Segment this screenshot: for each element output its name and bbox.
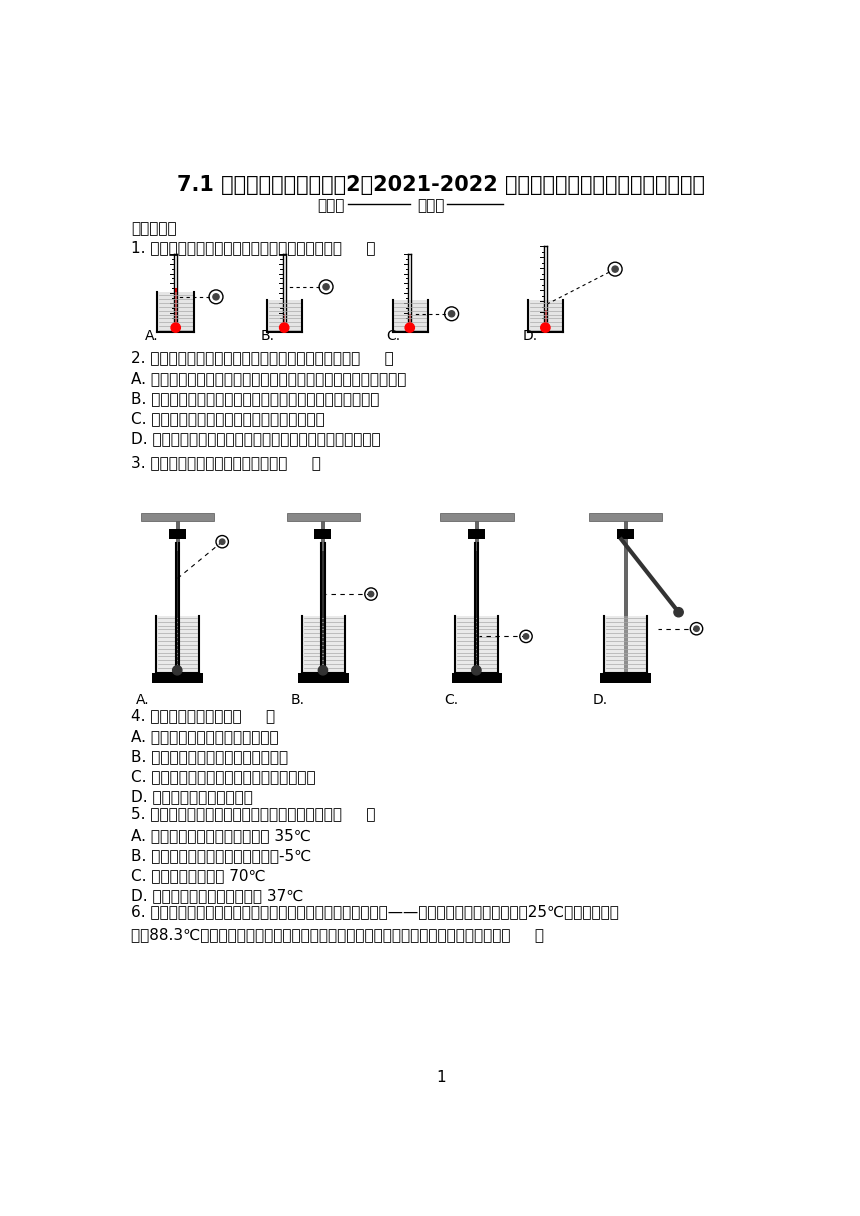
Bar bbox=[157, 615, 199, 674]
Text: B. 测量中误差的大小与测量工具无关: B. 测量中误差的大小与测量工具无关 bbox=[131, 749, 288, 765]
Circle shape bbox=[323, 283, 329, 289]
Text: A. 人体感觉舒适的环境温度约为 35℃: A. 人体感觉舒适的环境温度约为 35℃ bbox=[131, 828, 310, 843]
Circle shape bbox=[541, 323, 550, 332]
Text: 6. 我国在南极乔治岛上，建立了我国第一个南极科学考察基地——长城站。南极平均气温为－25℃，最低气温可: 6. 我国在南极乔治岛上，建立了我国第一个南极科学考察基地——长城站。南极平均气… bbox=[131, 905, 618, 919]
Text: C. 测量时，选择分度值越小的测量工具越好: C. 测量时，选择分度值越小的测量工具越好 bbox=[131, 770, 316, 784]
Bar bbox=[456, 615, 498, 674]
Bar bbox=[408, 314, 411, 323]
Text: 1: 1 bbox=[436, 1070, 445, 1085]
Bar bbox=[624, 520, 628, 674]
Text: 3. 测量液体的温度，图中正确的是（     ）: 3. 测量液体的温度，图中正确的是（ ） bbox=[131, 455, 321, 469]
Text: C. 洗澡时淋浴水温为 70℃: C. 洗澡时淋浴水温为 70℃ bbox=[131, 868, 266, 883]
Bar bbox=[267, 300, 302, 332]
Bar bbox=[286, 513, 360, 520]
Text: 1. 以下关于用温度计测量水的温度方法正确的是（     ）: 1. 以下关于用温度计测量水的温度方法正确的是（ ） bbox=[131, 240, 375, 255]
Bar bbox=[452, 674, 502, 682]
Text: C.: C. bbox=[444, 693, 458, 706]
Circle shape bbox=[449, 311, 455, 317]
Circle shape bbox=[405, 323, 415, 332]
Text: 5. 以下是小明估计的常见温度值，其中合理的是（     ）: 5. 以下是小明估计的常见温度值，其中合理的是（ ） bbox=[131, 806, 375, 822]
Bar bbox=[589, 513, 662, 520]
Bar bbox=[298, 674, 348, 682]
Bar bbox=[175, 551, 179, 665]
Bar bbox=[322, 551, 324, 665]
Bar bbox=[315, 529, 331, 540]
Circle shape bbox=[213, 294, 219, 300]
Text: 班级：: 班级： bbox=[417, 198, 445, 213]
Circle shape bbox=[368, 591, 374, 597]
Text: 4. 下列说法中正确的是（     ）: 4. 下列说法中正确的是（ ） bbox=[131, 708, 275, 724]
Circle shape bbox=[612, 266, 618, 272]
Circle shape bbox=[173, 665, 182, 675]
Bar bbox=[322, 520, 325, 674]
Text: 2. 下列关于测量工具的使用方法，下列说法错误的是（     ）: 2. 下列关于测量工具的使用方法，下列说法错误的是（ ） bbox=[131, 350, 394, 365]
Text: 达－88.3℃。下表为在标准大气压下各物质的凝固点和沸点，所以在南极测气温应使用（     ）: 达－88.3℃。下表为在标准大气压下各物质的凝固点和沸点，所以在南极测气温应使用… bbox=[131, 928, 544, 942]
Circle shape bbox=[219, 539, 225, 545]
Bar bbox=[605, 615, 647, 674]
Bar bbox=[157, 292, 194, 332]
Circle shape bbox=[523, 634, 529, 640]
Text: B. 用温度计测量液体温度时，玻璃泡要全部没入待测液体中: B. 用温度计测量液体温度时，玻璃泡要全部没入待测液体中 bbox=[131, 392, 379, 406]
Text: A. 不可以用体温计测量沸水的温度: A. 不可以用体温计测量沸水的温度 bbox=[131, 730, 279, 744]
Bar bbox=[393, 300, 427, 332]
Bar bbox=[544, 310, 547, 323]
Text: B. 冰箱保鲜室中矿泉水的温度约为-5℃: B. 冰箱保鲜室中矿泉水的温度约为-5℃ bbox=[131, 849, 311, 863]
Bar bbox=[475, 551, 478, 665]
Text: C. 使用刻度尺测量长度时，必须从零刻线量起: C. 使用刻度尺测量长度时，必须从零刻线量起 bbox=[131, 411, 324, 427]
Bar bbox=[617, 529, 634, 540]
Text: B.: B. bbox=[261, 330, 275, 343]
Text: 7.1 温度温度计拔高训练（2）2021-2022 学年京改版物理八年级全一册第七章: 7.1 温度温度计拔高训练（2）2021-2022 学年京改版物理八年级全一册第… bbox=[177, 175, 704, 196]
Bar bbox=[152, 674, 203, 682]
Bar bbox=[468, 529, 485, 540]
Text: 姓名：: 姓名： bbox=[316, 198, 344, 213]
Bar bbox=[175, 288, 177, 323]
Text: C.: C. bbox=[386, 330, 401, 343]
Text: A.: A. bbox=[144, 330, 158, 343]
Text: D.: D. bbox=[522, 330, 538, 343]
Circle shape bbox=[318, 665, 328, 675]
Bar bbox=[169, 529, 186, 540]
Circle shape bbox=[472, 665, 481, 675]
Bar bbox=[283, 314, 286, 323]
Bar bbox=[175, 520, 180, 674]
Circle shape bbox=[694, 626, 699, 631]
Text: 一、单选题: 一、单选题 bbox=[131, 221, 176, 236]
Bar bbox=[528, 300, 563, 332]
Text: D.: D. bbox=[593, 693, 608, 706]
Text: D. 多次实验，可以避免误差: D. 多次实验，可以避免误差 bbox=[131, 789, 253, 805]
Bar bbox=[475, 520, 479, 674]
Text: A.: A. bbox=[135, 693, 149, 706]
Text: A. 调节天平平衡时，若指针向分度盘右侧偏，应将平衡螺母向左调: A. 调节天平平衡时，若指针向分度盘右侧偏，应将平衡螺母向左调 bbox=[131, 372, 406, 387]
Text: D. 使用量筒测量水的体积，读数时视线应与凹液面底部相平: D. 使用量筒测量水的体积，读数时视线应与凹液面底部相平 bbox=[131, 432, 380, 446]
Circle shape bbox=[674, 608, 683, 617]
Text: D. 健康成年人的腋下体温约为 37℃: D. 健康成年人的腋下体温约为 37℃ bbox=[131, 888, 303, 903]
Bar bbox=[600, 674, 651, 682]
Circle shape bbox=[171, 323, 181, 332]
Bar bbox=[141, 513, 214, 520]
Text: B.: B. bbox=[291, 693, 304, 706]
Circle shape bbox=[280, 323, 289, 332]
Bar bbox=[302, 615, 345, 674]
Bar bbox=[440, 513, 513, 520]
